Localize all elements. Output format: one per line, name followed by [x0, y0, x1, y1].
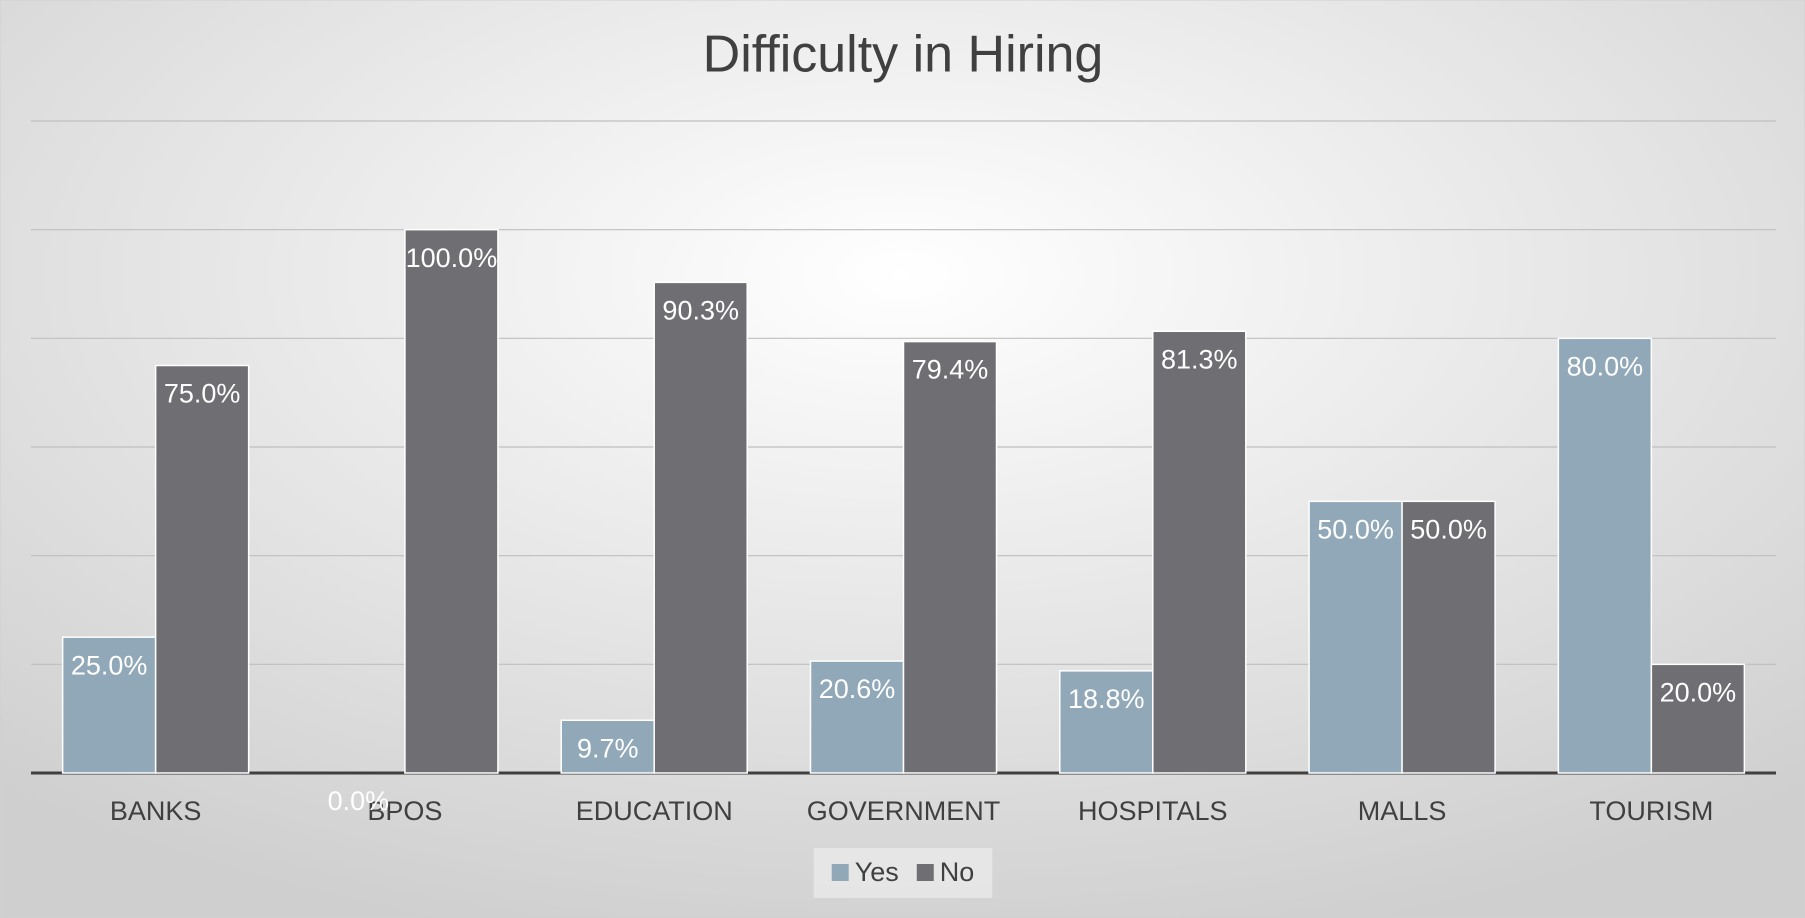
- legend-swatch: [831, 864, 849, 881]
- bar: [404, 228, 499, 774]
- bar: [809, 660, 905, 774]
- legend: Yes No: [813, 848, 993, 898]
- data-label: 75.0%: [164, 379, 241, 409]
- bar: [653, 281, 748, 774]
- bar: [1059, 670, 1154, 774]
- legend-label: No: [940, 857, 975, 887]
- legend-label: Yes: [855, 857, 899, 887]
- data-label: 20.0%: [1660, 677, 1737, 707]
- x-tick-label: TOURISM: [1589, 796, 1713, 826]
- data-label: 90.3%: [662, 295, 739, 325]
- bar: [1152, 330, 1247, 774]
- data-label: 0.0%: [328, 786, 390, 816]
- x-tick-label: GOVERNMENT: [807, 796, 1001, 826]
- x-tick-label: BPOS: [367, 796, 442, 826]
- bar: [1401, 500, 1496, 774]
- bar: [154, 364, 250, 774]
- data-label: 100.0%: [406, 243, 498, 273]
- bar: [560, 719, 655, 774]
- x-tick-label: MALLS: [1358, 796, 1447, 826]
- data-label: 9.7%: [577, 733, 639, 763]
- x-tick-label: BANKS: [110, 796, 202, 826]
- data-label: 79.4%: [912, 355, 989, 385]
- data-label: 50.0%: [1410, 514, 1487, 544]
- bar: [902, 340, 998, 774]
- chart-title: Difficulty in Hiring: [703, 26, 1104, 84]
- data-label: 18.8%: [1068, 684, 1145, 714]
- legend-swatch: [916, 864, 934, 881]
- bar: [1650, 663, 1746, 774]
- data-label: 80.0%: [1567, 351, 1644, 381]
- x-tick-label: EDUCATION: [576, 796, 733, 826]
- data-label: 81.3%: [1161, 344, 1238, 374]
- data-label: 20.6%: [819, 674, 896, 704]
- data-label: 25.0%: [71, 650, 148, 680]
- bar: [1308, 500, 1403, 774]
- data-label: 50.0%: [1317, 514, 1394, 544]
- x-tick-label: HOSPITALS: [1078, 796, 1228, 826]
- bar: [1557, 337, 1653, 774]
